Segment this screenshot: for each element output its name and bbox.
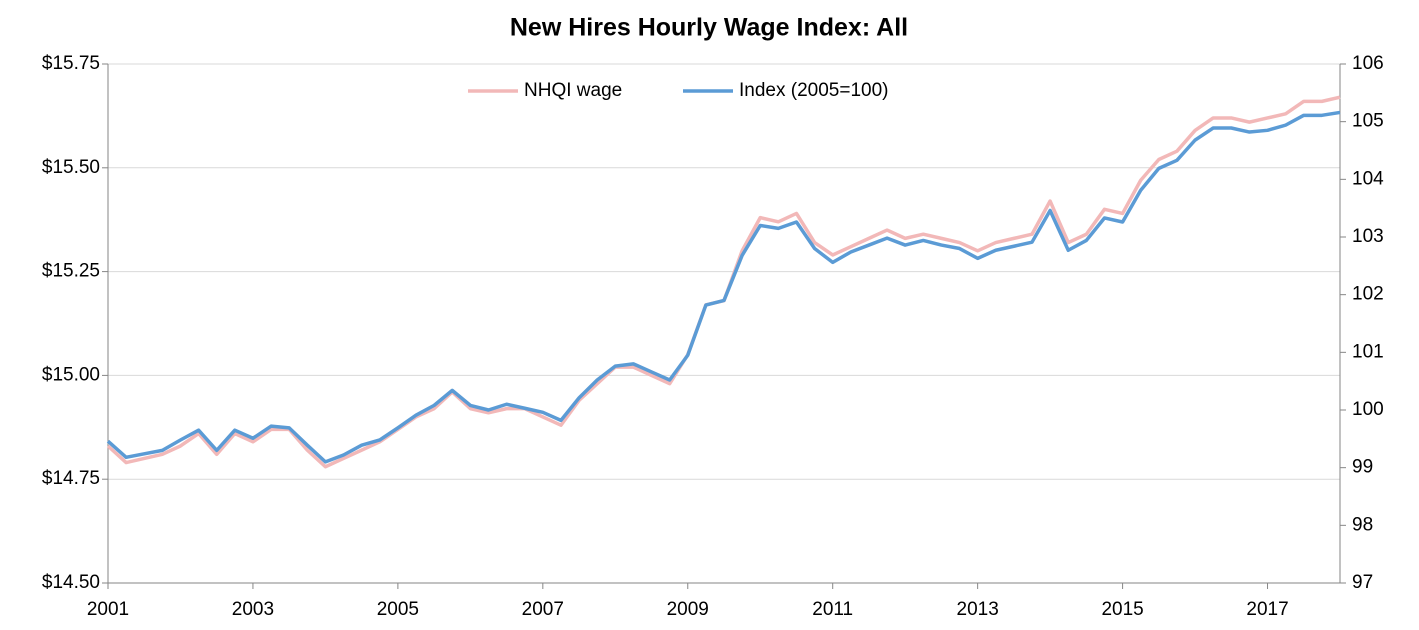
x-tick-label: 2015 <box>1101 599 1143 620</box>
x-tick-label: 2001 <box>87 599 129 620</box>
x-tick-label: 2011 <box>812 599 853 620</box>
x-tick-label: 2017 <box>1246 599 1288 620</box>
chart-title: New Hires Hourly Wage Index: All <box>510 14 908 42</box>
x-tick-label: 2013 <box>957 599 999 620</box>
y2-tick-label: 97 <box>1352 572 1373 593</box>
legend-label: Index (2005=100) <box>739 80 888 101</box>
y2-tick-label: 102 <box>1352 284 1384 305</box>
y-tick-label: $15.00 <box>42 364 100 385</box>
y2-tick-label: 103 <box>1352 226 1384 247</box>
y2-tick-label: 101 <box>1352 341 1384 362</box>
y-tick-label: $15.25 <box>42 261 100 282</box>
line-series <box>106 110 1341 464</box>
y2-tick-label: 100 <box>1352 399 1384 420</box>
y2-tick-label: 98 <box>1352 514 1373 535</box>
y2-tick-label: 106 <box>1352 53 1384 74</box>
y-tick-label: $15.75 <box>42 53 100 74</box>
y2-tick-label: 104 <box>1352 168 1384 189</box>
y-tick-label: $15.50 <box>42 157 100 178</box>
y2-tick-label: 99 <box>1352 457 1373 478</box>
legend-label: NHQI wage <box>524 80 622 101</box>
x-tick-label: 2007 <box>522 599 564 620</box>
line-series <box>106 95 1341 469</box>
x-tick-label: 2005 <box>377 599 419 620</box>
x-tick-label: 2009 <box>667 599 709 620</box>
y-tick-label: $14.75 <box>42 468 100 489</box>
y-tick-label: $14.50 <box>42 572 100 593</box>
x-tick-label: 2003 <box>232 599 274 620</box>
y2-tick-label: 105 <box>1352 111 1384 132</box>
